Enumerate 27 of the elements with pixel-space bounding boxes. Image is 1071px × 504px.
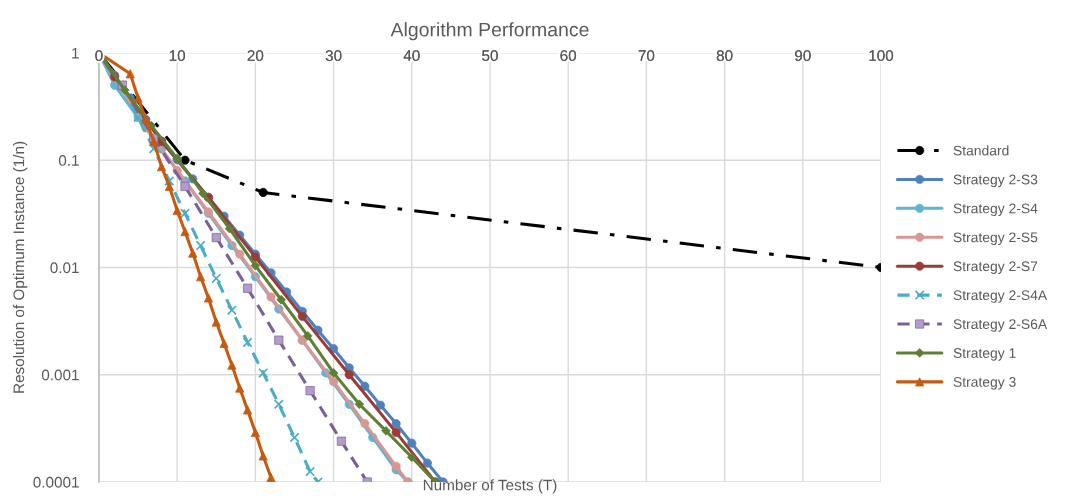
y-tick-label: 0.001 [41,369,79,381]
legend-label: Strategy 2-S4A [953,290,1048,303]
y-axis-title: Resolution of Optimum Instance (1/n) [12,141,28,393]
x-tick-label: 10 [169,50,186,62]
legend-label: Strategy 2-S3 [953,174,1038,188]
y-tick-label: 0.1 [58,155,79,166]
x-tick-label: 20 [247,50,264,62]
x-tick-label: 90 [795,50,811,62]
y-tick-label: 0.0001 [33,476,79,488]
x-tick-label: 80 [716,50,733,62]
legend-label: Strategy 1 [953,348,1016,361]
x-tick-label: 50 [482,50,498,62]
legend-label: Strategy 2-S4 [953,203,1038,217]
x-tick-label: 40 [403,50,420,62]
x-axis-title: Number of Tests (T) [423,479,557,494]
x-tick-label: 70 [638,50,655,62]
y-tick-label: 1 [72,47,79,59]
legend-label: Strategy 2-S5 [953,232,1038,245]
legend-label: Strategy 2-S6A [953,319,1048,332]
chart-title: Algorithm Performance [390,22,589,41]
y-tick-label: 0.01 [50,262,79,274]
legend-label: Strategy 2-S7 [953,261,1038,274]
legend-label: Strategy 3 [953,377,1016,390]
x-tick-label: 100 [869,50,894,62]
x-tick-label: 30 [325,50,342,62]
legend-label: Standard [953,145,1009,156]
x-tick-label: 60 [560,50,577,62]
